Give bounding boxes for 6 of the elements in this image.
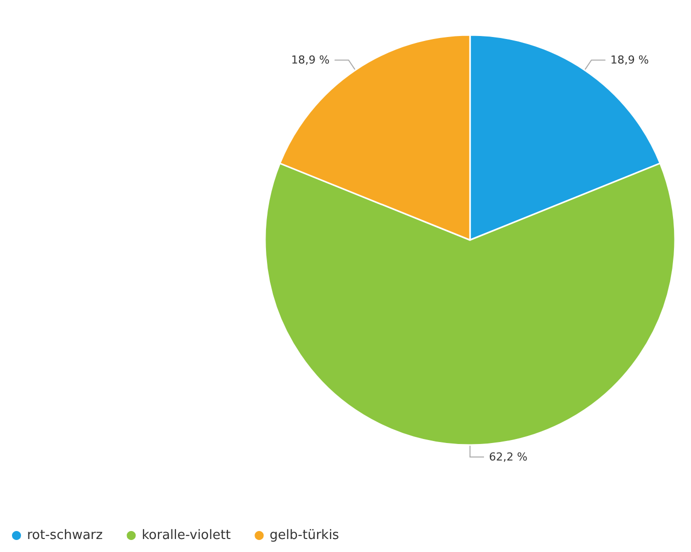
data-label: 62,2 %	[489, 450, 528, 464]
legend-label: gelb-türkis	[270, 528, 340, 543]
legend-label: koralle-violett	[142, 528, 231, 543]
data-label: 18,9 %	[291, 54, 330, 67]
data-label: 18,9 %	[610, 54, 649, 67]
legend-label: rot-schwarz	[27, 528, 103, 543]
